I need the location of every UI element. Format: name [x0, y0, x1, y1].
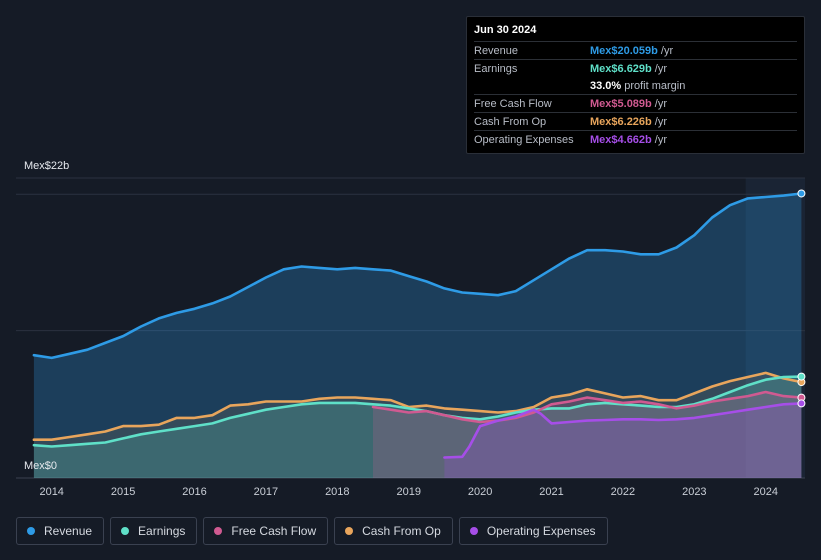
tooltip-row: Free Cash Flow Mex$5.089b/yr	[474, 94, 797, 112]
legend-item-operating-expenses[interactable]: Operating Expenses	[458, 517, 608, 545]
legend-dot-icon	[469, 527, 478, 535]
highlight-band	[745, 178, 805, 478]
tooltip-row-value: Mex$6.226b	[590, 115, 652, 128]
tooltip-row-unit: /yr	[654, 133, 667, 146]
tooltip-row: Cash From Op Mex$6.226b/yr	[474, 112, 797, 130]
y-axis-top-label: Mex$22b	[24, 160, 70, 172]
legend-dot-icon	[121, 527, 130, 535]
legend-label: Operating Expenses	[486, 524, 596, 538]
tooltip-row-unit: /yr	[654, 115, 667, 128]
tooltip-row: Operating Expenses Mex$4.662b/yr	[474, 130, 797, 148]
cfo-area	[33, 372, 802, 478]
x-tick-label: 2020	[468, 486, 492, 498]
earnings-area	[33, 376, 802, 478]
opex-marker	[797, 399, 806, 408]
tooltip-row-label: Operating Expenses	[474, 133, 574, 146]
legend-item-cash-from-op[interactable]: Cash From Op	[334, 517, 453, 545]
x-tick-label: 2014	[39, 486, 63, 498]
tooltip-row: Revenue Mex$20.059b/yr	[474, 41, 797, 59]
tooltip-row-value: 33.0%	[590, 79, 622, 92]
fcf-area	[373, 392, 802, 478]
legend: Revenue Earnings Free Cash Flow Cash From O…	[16, 517, 608, 545]
tooltip-row-label: Earnings	[474, 62, 518, 75]
opex-line	[443, 402, 803, 459]
fcf-line	[371, 390, 803, 424]
tooltip-row-unit: /yr	[654, 97, 667, 110]
cfo-line	[32, 371, 803, 441]
revenue-marker	[797, 189, 806, 198]
tooltip-row-value: Mex$20.059b	[590, 44, 658, 57]
x-tick-label: 2017	[254, 486, 278, 498]
marker-layer	[797, 189, 806, 408]
tooltip-row-value: Mex$6.629b	[590, 62, 652, 75]
tooltip-panel: Jun 30 2024 Revenue Mex$20.059b/yr Earning…	[466, 16, 805, 154]
legend-label: Earnings	[138, 524, 186, 538]
tooltip-row-value: Mex$4.662b	[590, 133, 652, 146]
legend-dot-icon	[214, 527, 223, 535]
legend-dot-icon	[345, 527, 354, 535]
earnings-marker	[797, 372, 806, 381]
x-tick-label: 2021	[539, 486, 563, 498]
x-tick-label: 2019	[396, 486, 420, 498]
tooltip-row-unit: profit margin	[624, 79, 686, 92]
x-tick-label: 2022	[611, 486, 635, 498]
tooltip-row-label: Free Cash Flow	[474, 97, 552, 110]
x-tick-label: 2015	[111, 486, 135, 498]
grid-layer	[16, 177, 805, 479]
opex-area	[444, 403, 802, 478]
legend-item-revenue[interactable]: Revenue	[16, 517, 105, 545]
tooltip-row-unit: /yr	[654, 62, 667, 75]
tooltip-row-unit: /yr	[660, 44, 674, 57]
legend-label: Free Cash Flow	[231, 524, 317, 538]
line-layer	[32, 192, 803, 459]
tooltip-row-value: Mex$5.089b	[590, 97, 652, 110]
tooltip-date: Jun 30 2024	[474, 24, 537, 36]
tooltip-row-label: Cash From Op	[474, 115, 547, 128]
tooltip-row: Earnings Mex$6.629b/yr	[474, 59, 797, 77]
tooltip-row: 33.0% profit margin	[474, 77, 797, 94]
x-tick-labels: 2014 2015 2016 2017 2018 2019 2020 2021 2022 2023…	[39, 486, 778, 498]
x-tick-label: 2016	[182, 486, 206, 498]
x-tick-label: 2023	[682, 486, 706, 498]
legend-label: Revenue	[44, 524, 93, 538]
legend-label: Cash From Op	[362, 524, 441, 538]
legend-item-free-cash-flow[interactable]: Free Cash Flow	[203, 517, 329, 545]
x-tick-label: 2018	[325, 486, 349, 498]
revenue-line	[32, 192, 803, 360]
y-axis-bottom-label: Mex$0	[24, 460, 58, 472]
x-tick-label: 2024	[753, 486, 777, 498]
tooltip-row-label: Revenue	[474, 44, 519, 57]
legend-item-earnings[interactable]: Earnings	[110, 517, 198, 545]
legend-dot-icon	[27, 527, 35, 535]
area-layer	[33, 193, 802, 478]
